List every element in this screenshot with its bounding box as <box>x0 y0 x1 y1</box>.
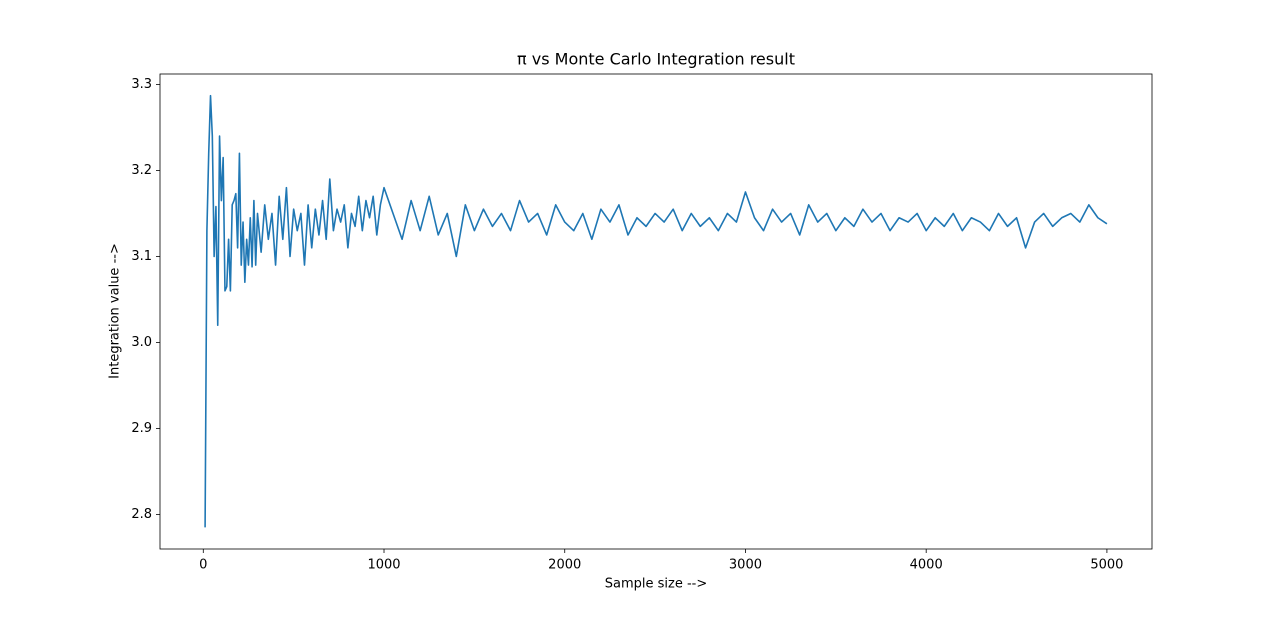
y-tick-label: 3.0 <box>131 335 152 350</box>
y-tick-label: 2.8 <box>131 507 152 522</box>
y-tick-label: 2.9 <box>131 421 152 436</box>
x-tick-label: 1000 <box>367 558 400 573</box>
y-axis-label: Integration value --> <box>108 243 123 379</box>
x-tick-label: 5000 <box>1090 558 1123 573</box>
y-tick-label: 3.3 <box>131 77 152 92</box>
y-tick-label: 3.2 <box>131 163 152 178</box>
y-tick-label: 3.1 <box>131 249 152 264</box>
x-axis-label: Sample size --> <box>605 577 708 592</box>
x-tick-label: 2000 <box>548 558 581 573</box>
x-tick-label: 0 <box>199 558 207 573</box>
chart-title: π vs Monte Carlo Integration result <box>517 50 795 69</box>
data-line <box>204 94 1108 528</box>
plot-frame <box>159 73 1153 550</box>
x-tick-label: 4000 <box>910 558 943 573</box>
x-tick-label: 3000 <box>729 558 762 573</box>
